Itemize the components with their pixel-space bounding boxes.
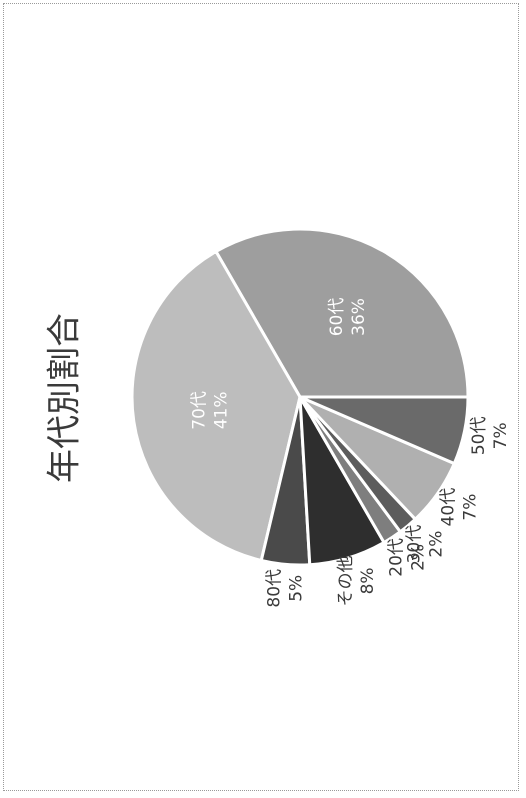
slice-name-6: 40代 bbox=[438, 488, 458, 527]
slice-percent-7: 7% bbox=[491, 422, 511, 449]
slice-label-3: その他 8% bbox=[336, 555, 378, 606]
slice-name-2: 80代 bbox=[264, 569, 284, 608]
pie-slices bbox=[130, 227, 470, 567]
chart-title: 年代別割合 bbox=[45, 313, 85, 483]
slice-percent-6: 7% bbox=[460, 494, 480, 521]
slice-percent-3: 8% bbox=[358, 567, 378, 594]
slice-name-7: 50代 bbox=[469, 417, 489, 456]
pie-slice-7 bbox=[299, 395, 470, 466]
slice-label-4: 20代 2% bbox=[387, 538, 429, 577]
slice-name-4: 20代 bbox=[387, 538, 407, 577]
slice-name-5: 30代 bbox=[404, 525, 424, 564]
slice-label-1: 70代 41% bbox=[190, 391, 232, 430]
slice-percent-2: 5% bbox=[286, 575, 306, 602]
slice-name-1: 70代 bbox=[190, 391, 210, 430]
pie-slice-1 bbox=[130, 249, 302, 563]
slice-percent-5: 2% bbox=[426, 531, 446, 558]
slice-name-0: 60代 bbox=[327, 298, 347, 337]
pie-slice-0 bbox=[213, 227, 470, 399]
slice-percent-0: 36% bbox=[349, 298, 369, 336]
slice-label-0: 60代 36% bbox=[327, 298, 369, 337]
slice-labels: 60代 36%70代 41%80代 5% その他 8%20代 2%30代 2%40代 7%50代… bbox=[190, 298, 511, 608]
slice-name-3: その他 bbox=[336, 555, 356, 606]
slice-label-6: 40代 7% bbox=[438, 488, 480, 527]
slice-percent-4: 2% bbox=[409, 544, 429, 571]
slice-label-7: 50代 7% bbox=[469, 417, 511, 456]
slice-percent-1: 41% bbox=[212, 391, 232, 429]
slice-label-5: 30代 2% bbox=[404, 525, 446, 564]
slice-label-2: 80代 5% bbox=[264, 569, 306, 608]
